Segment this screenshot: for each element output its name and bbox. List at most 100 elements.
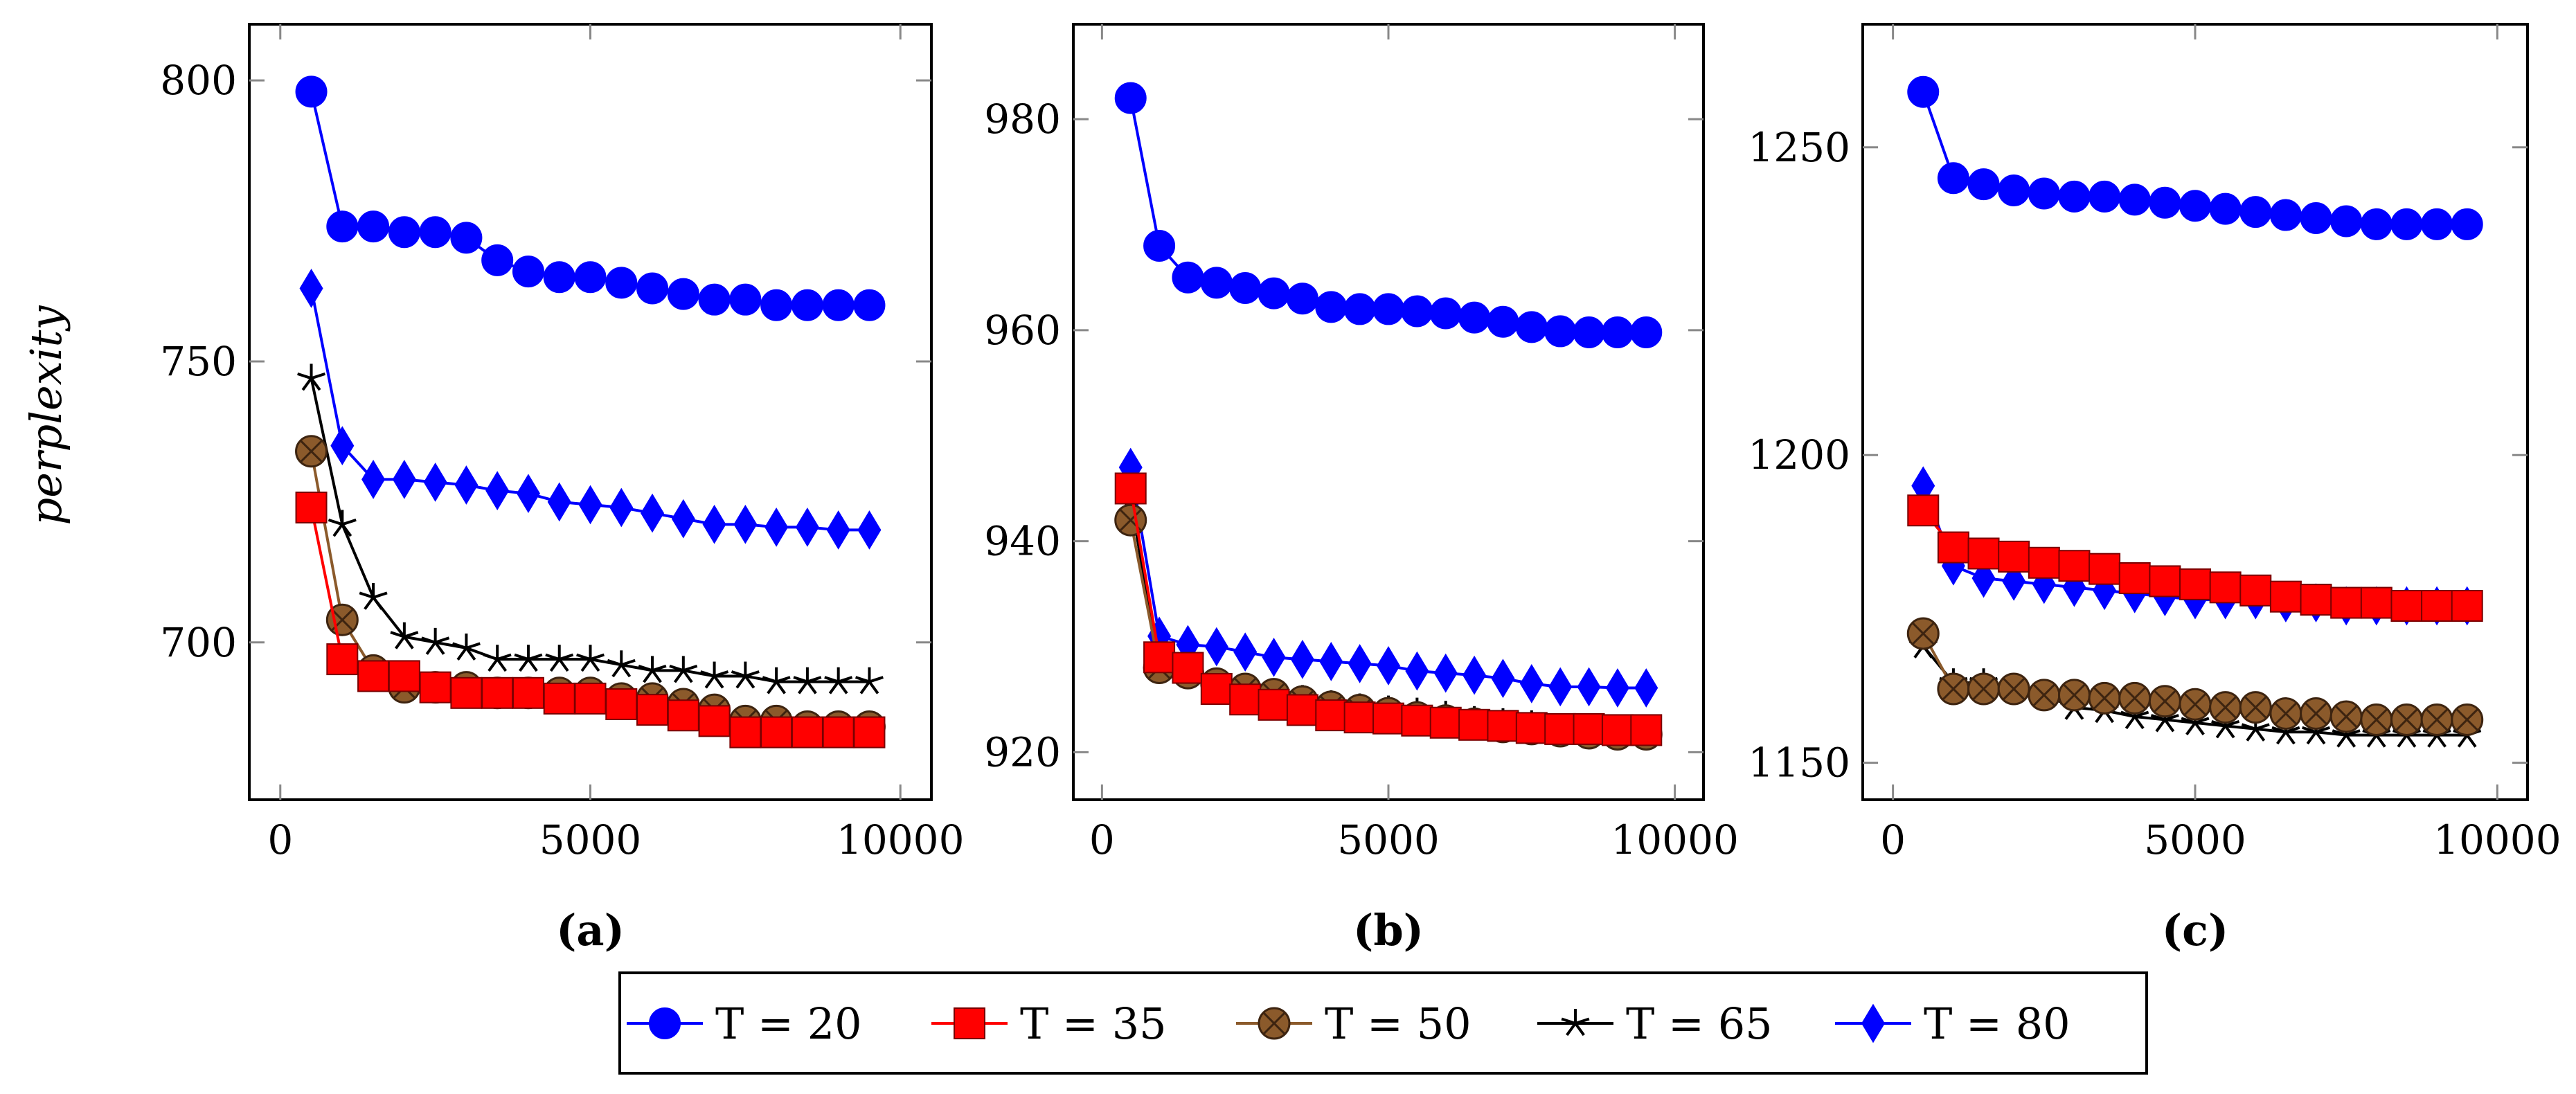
data-point [1343, 293, 1376, 325]
legend-marker [1258, 1007, 1291, 1040]
data-point [795, 508, 819, 547]
data-point [2028, 679, 2061, 712]
data-point [1967, 168, 2000, 201]
data-point [2179, 568, 2211, 600]
data-point [2330, 205, 2363, 237]
data-point [1967, 672, 2001, 706]
panel-a: 0 5000 10000 700 750 800 (a) [160, 23, 964, 956]
data-point [2300, 584, 2332, 616]
data-point [2390, 208, 2423, 240]
data-point [295, 435, 328, 468]
data-point [702, 504, 726, 544]
data-point [1519, 664, 1544, 703]
data-point [2360, 703, 2393, 736]
data-point [543, 261, 575, 294]
data-point [1200, 267, 1233, 299]
data-point [423, 463, 447, 502]
data-point [2209, 571, 2242, 604]
data-point [1401, 704, 1433, 737]
data-point [2329, 700, 2363, 733]
data-point [1229, 271, 1262, 304]
data-point [1286, 694, 1318, 726]
data-point [1577, 667, 1601, 707]
legend-item-t65: T = 65 [1537, 998, 1773, 1049]
data-point [330, 426, 355, 466]
data-point [1605, 668, 1629, 708]
data-point [1233, 632, 1258, 672]
data-point [2421, 208, 2453, 240]
data-point [605, 688, 638, 721]
data-point [853, 716, 886, 748]
data-point [700, 661, 729, 689]
series-t35 [1114, 472, 1663, 746]
data-point [2451, 208, 2483, 240]
data-point [793, 667, 822, 694]
data-point [698, 705, 731, 737]
data-point [641, 493, 665, 533]
y-tick-label: 920 [984, 728, 1061, 775]
data-point [1319, 642, 1343, 681]
data-point [1286, 283, 1318, 315]
legend-item-t20: T = 20 [627, 998, 862, 1049]
legend-label: T = 50 [1325, 998, 1472, 1049]
data-point [2057, 679, 2091, 712]
data-point [545, 645, 574, 672]
data-point [731, 661, 760, 689]
data-point [512, 676, 544, 709]
data-point [605, 267, 638, 299]
data-point [1258, 688, 1290, 721]
panel-caption: (b) [1353, 905, 1424, 956]
data-point [2118, 183, 2151, 216]
data-point [1907, 494, 1940, 527]
data-point [357, 210, 390, 243]
data-point [1630, 316, 1663, 348]
data-point [2088, 681, 2121, 715]
data-point [791, 289, 823, 321]
data-point [388, 216, 420, 249]
data-point [1458, 708, 1491, 741]
data-point [667, 699, 699, 732]
y-tick-label: 1200 [1748, 431, 1850, 478]
data-point [295, 491, 328, 523]
data-point [1515, 712, 1548, 744]
data-point [481, 676, 514, 709]
data-point [1114, 472, 1147, 505]
data-point [450, 676, 483, 709]
data-point [698, 283, 731, 316]
data-point [1491, 658, 1515, 699]
data-point [1937, 531, 1969, 564]
series-t80 [1118, 447, 1658, 708]
data-point [1429, 706, 1462, 739]
data-point [1172, 261, 1204, 294]
data-point [2118, 681, 2152, 715]
data-point [2451, 590, 2483, 622]
data-point [1429, 297, 1462, 330]
data-point [1372, 702, 1404, 735]
data-point [361, 460, 386, 499]
data-point [295, 75, 328, 108]
x-tick-label: 5000 [2144, 816, 2246, 863]
y-tick-label: 980 [984, 96, 1061, 143]
data-point [390, 622, 419, 649]
data-point [2088, 553, 2121, 585]
data-point [1405, 651, 1429, 691]
data-point [326, 210, 359, 243]
data-point [760, 716, 793, 748]
data-point [451, 633, 481, 661]
data-point [1290, 639, 1314, 679]
data-point [1463, 655, 1487, 695]
data-point [1634, 668, 1658, 708]
data-point [1143, 230, 1176, 262]
data-point [512, 255, 544, 288]
data-point [1172, 652, 1204, 684]
data-point [733, 504, 758, 544]
data-point [760, 289, 793, 321]
series-t35 [295, 491, 886, 748]
data-point [1114, 503, 1147, 537]
series-t80 [299, 269, 882, 550]
legend: T = 20 T = 35 T = 50 T = 65 T = 80 [618, 971, 2148, 1075]
data-point [762, 667, 791, 694]
data-point [1998, 540, 2030, 573]
data-point [1376, 646, 1401, 685]
data-point [853, 289, 886, 321]
